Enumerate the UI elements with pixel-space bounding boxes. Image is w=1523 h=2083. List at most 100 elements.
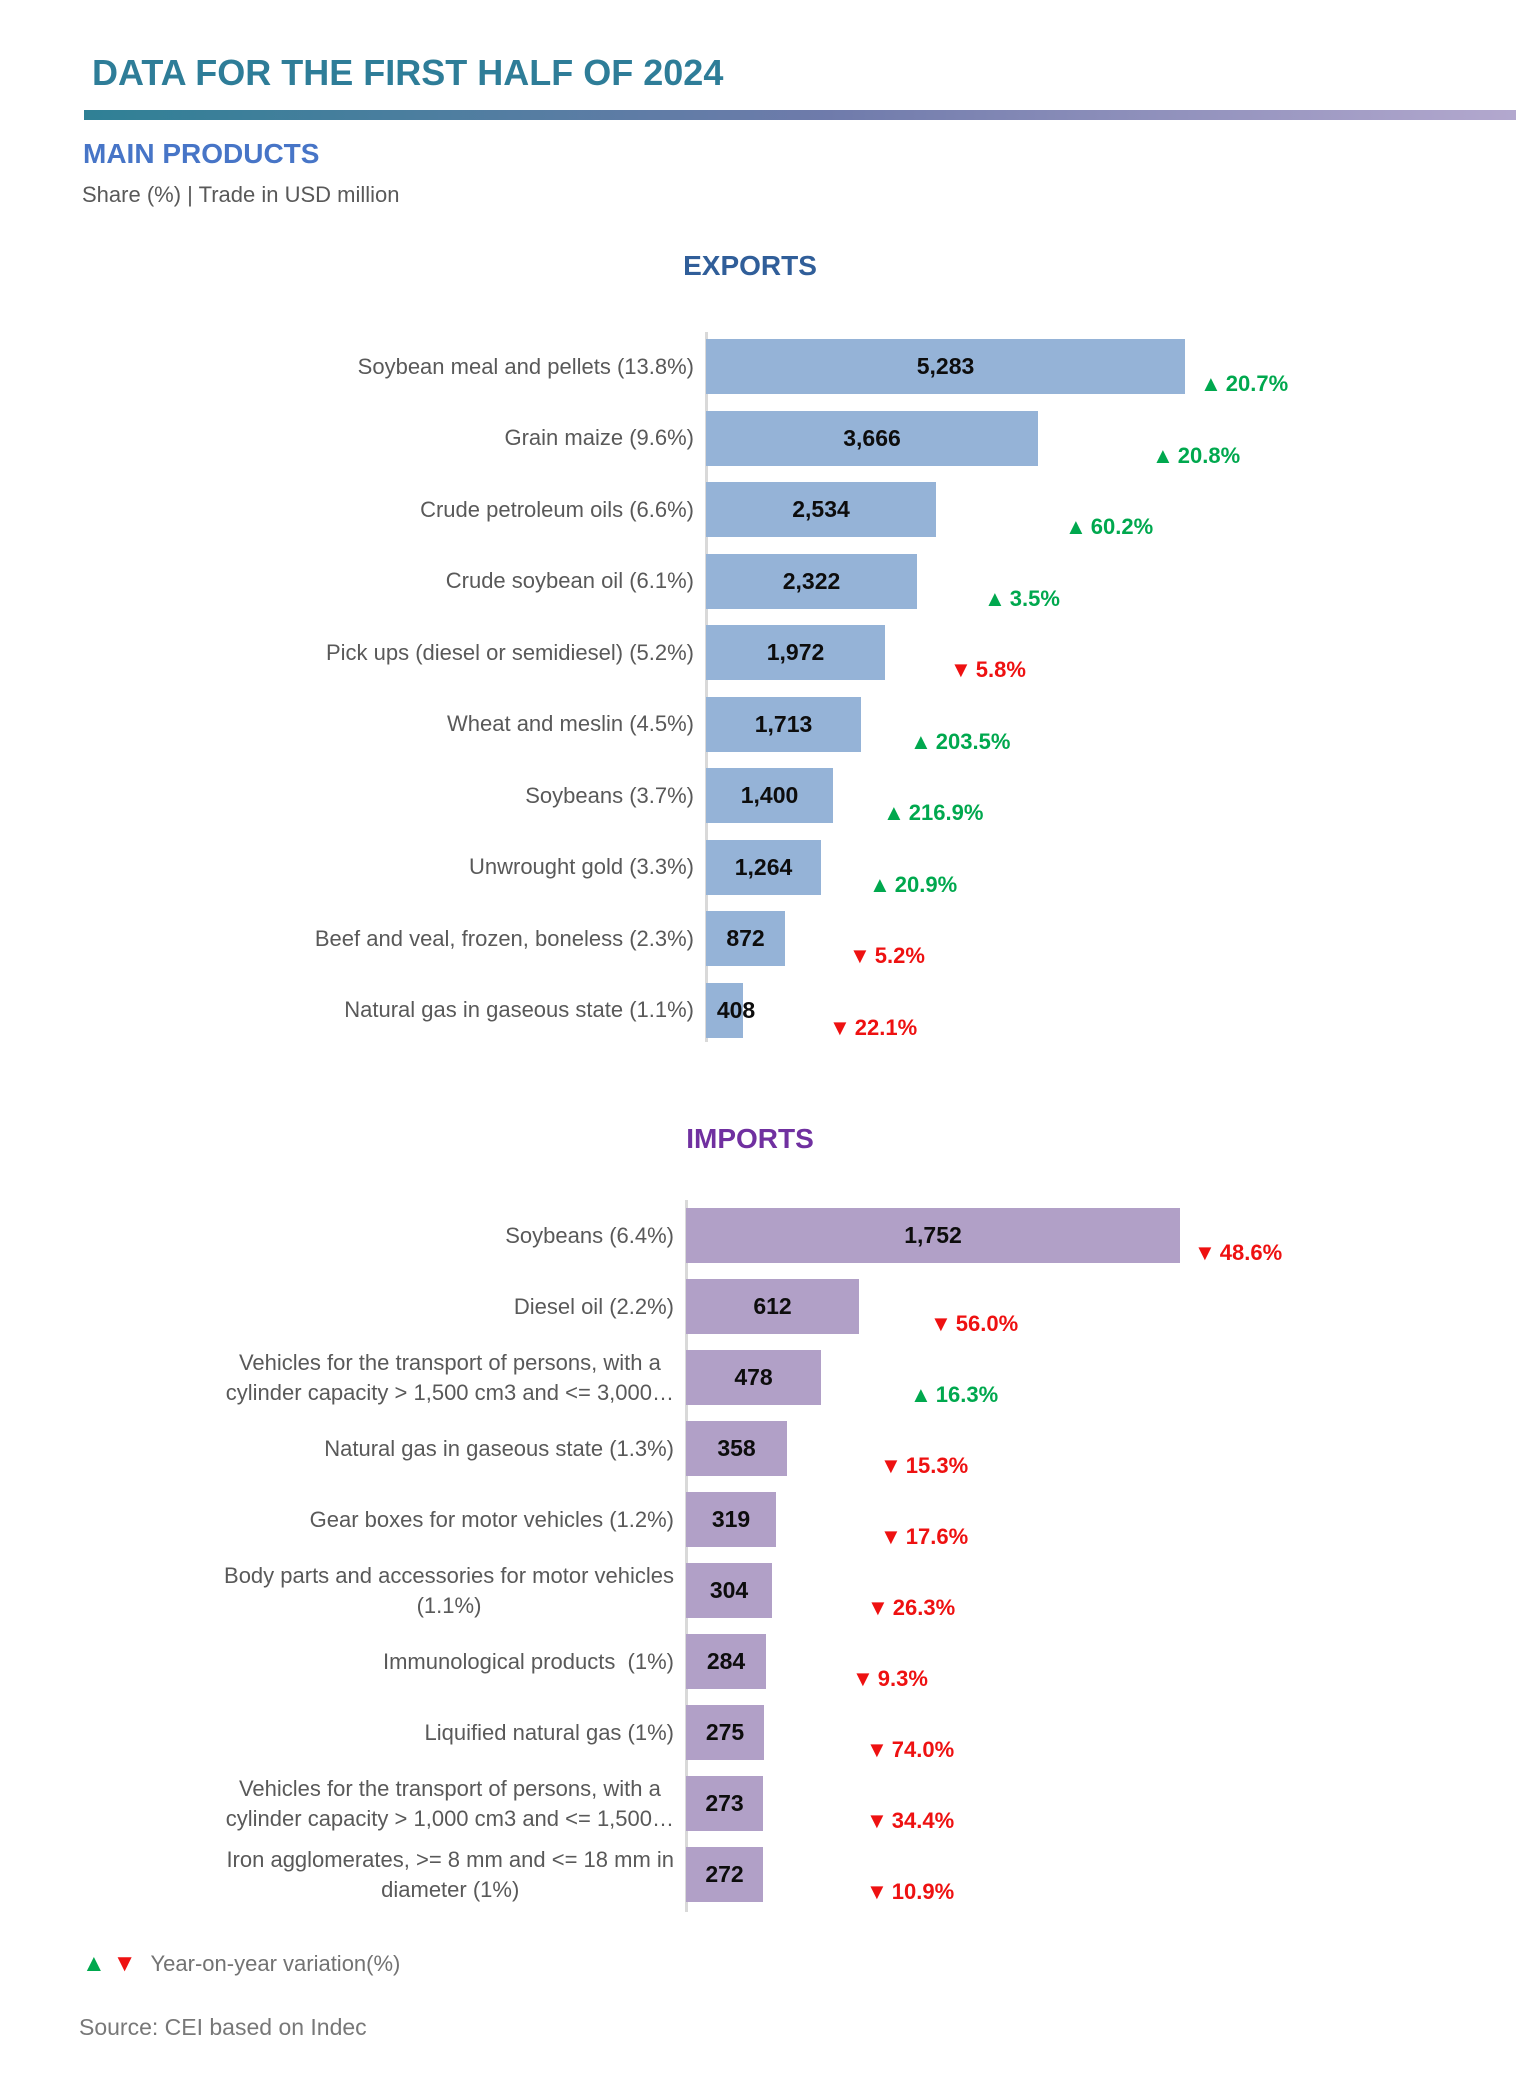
imports-bar xyxy=(686,1421,787,1476)
imports-row-6: Immunological products (1%) 284 ▼ 9.3% xyxy=(0,1634,1523,1691)
change-value: 15.3% xyxy=(905,1453,969,1478)
change-value: 3.5% xyxy=(1009,585,1060,611)
gradient-divider xyxy=(84,110,1516,120)
change-value: 22.1% xyxy=(854,1014,918,1040)
exports-bar xyxy=(706,911,785,966)
category-label-text: Soybean meal and pellets (13.8%) xyxy=(357,353,694,379)
change-value: 20.9% xyxy=(894,871,958,897)
imports-bar xyxy=(686,1847,763,1902)
up-triangle-icon: ▲ xyxy=(1065,514,1087,539)
change-value: 26.3% xyxy=(892,1595,956,1620)
change-badge: ▲ 203.5% xyxy=(910,728,1010,756)
exports-row-3: Crude soybean oil (6.1%) 2,322 ▲ 3.5% xyxy=(0,553,1523,611)
down-triangle-icon: ▼ xyxy=(849,943,871,968)
category-label-text: Natural gas in gaseous state (1.3%) xyxy=(324,1435,674,1461)
change-badge: ▼ 17.6% xyxy=(880,1523,968,1551)
category-label: Beef and veal, frozen, boneless (2.3%) xyxy=(54,911,694,966)
change-value: 74.0% xyxy=(891,1737,955,1762)
up-triangle-icon: ▲ xyxy=(1152,442,1174,468)
category-label: Crude petroleum oils (6.6%) xyxy=(54,482,694,537)
change-value: 9.3% xyxy=(877,1666,928,1691)
change-badge: ▼ 10.9% xyxy=(866,1878,954,1906)
change-badge: ▼ 5.8% xyxy=(950,656,1026,684)
exports-bar xyxy=(706,410,1038,466)
bar-value-label: 1,752 xyxy=(904,1222,962,1248)
down-triangle-icon: ▼ xyxy=(829,1014,851,1040)
change-value: 16.3% xyxy=(935,1382,999,1407)
change-value: 48.6% xyxy=(1219,1240,1283,1265)
exports-row-7: Unwrought gold (3.3%) 1,264 ▲ 20.9% xyxy=(0,839,1523,897)
imports-row-8: Vehicles for the transport of persons, w… xyxy=(0,1776,1523,1834)
change-badge: ▼ 22.1% xyxy=(829,1014,917,1042)
legend-up-triangle-icon: ▲ xyxy=(82,1950,106,1977)
exports-bar xyxy=(706,696,861,752)
bar-value-label: 304 xyxy=(709,1577,749,1603)
category-label: Diesel oil (2.2%) xyxy=(34,1279,674,1334)
imports-bar xyxy=(686,1279,859,1334)
exports-row-9: Natural gas in gaseous state (1.1%) 408 ▼ 2… xyxy=(0,982,1523,1040)
exports-bar xyxy=(706,339,1185,394)
section-title: MAIN PRODUCTS xyxy=(83,138,320,169)
imports-row-9: Iron agglomerates, >= 8 mm and <= 18 mm … xyxy=(0,1846,1523,1905)
change-badge: ▼ 15.3% xyxy=(880,1452,968,1480)
category-label-text: Beef and veal, frozen, boneless (2.3%) xyxy=(314,925,694,951)
exports-bar xyxy=(706,839,821,895)
category-label-text: Pick ups (diesel or semidiesel) (5.2%) xyxy=(325,639,694,665)
exports-row-6: Soybeans (3.7%) 1,400 ▲ 216.9% xyxy=(0,768,1523,825)
change-badge: ▲ 16.3% xyxy=(910,1381,998,1409)
down-triangle-icon: ▼ xyxy=(880,1524,902,1549)
exports-bar xyxy=(706,482,936,537)
category-label-text: Body parts and accessories for motor veh… xyxy=(224,1562,674,1618)
change-badge: ▼ 26.3% xyxy=(867,1594,955,1622)
up-triangle-icon: ▲ xyxy=(883,800,905,825)
down-triangle-icon: ▼ xyxy=(930,1311,952,1336)
down-triangle-icon: ▼ xyxy=(880,1453,902,1478)
page-title: DATA FOR THE FIRST HALF OF 2024 xyxy=(92,52,724,93)
change-value: 20.7% xyxy=(1225,371,1289,396)
category-label-text: Liquified natural gas (1%) xyxy=(424,1719,674,1745)
change-value: 60.2% xyxy=(1090,514,1154,539)
change-badge: ▼ 56.0% xyxy=(930,1310,1018,1338)
change-badge: ▲ 20.9% xyxy=(869,871,957,899)
category-label-text: Gear boxes for motor vehicles (1.2%) xyxy=(309,1506,674,1532)
category-label: Vehicles for the transport of persons, w… xyxy=(34,1776,674,1831)
bar-value-label: 3,666 xyxy=(843,424,901,451)
imports-bar xyxy=(686,1350,821,1405)
change-value: 5.2% xyxy=(874,943,925,968)
category-label-text: Iron agglomerates, >= 8 mm and <= 18 mm … xyxy=(226,1846,674,1902)
category-label: Vehicles for the transport of persons, w… xyxy=(34,1350,674,1405)
source-note: Source: CEI based on Indec xyxy=(79,2014,367,2040)
bar-value-label: 408 xyxy=(716,996,756,1023)
exports-bar xyxy=(706,982,743,1038)
bar-value-label: 1,972 xyxy=(766,639,825,665)
exports-row-5: Wheat and meslin (4.5%) 1,713 ▲ 203.5% xyxy=(0,696,1523,754)
category-label-text: Vehicles for the transport of persons, w… xyxy=(225,1349,674,1405)
change-value: 203.5% xyxy=(935,728,1011,754)
up-triangle-icon: ▲ xyxy=(910,1382,932,1407)
imports-row-7: Liquified natural gas (1%) 275 ▼ 74.0% xyxy=(0,1705,1523,1762)
up-triangle-icon: ▲ xyxy=(984,585,1006,611)
change-badge: ▼ 5.2% xyxy=(849,942,925,970)
imports-row-4: Gear boxes for motor vehicles (1.2%) 319 ▼… xyxy=(0,1492,1523,1549)
exports-row-2: Crude petroleum oils (6.6%) 2,534 ▲ 60.2% xyxy=(0,482,1523,539)
exports-row-0: Soybean meal and pellets (13.8%) 5,283 ▲ 20… xyxy=(0,339,1523,396)
bar-value-label: 275 xyxy=(705,1719,745,1745)
bar-value-label: 1,400 xyxy=(740,782,799,808)
change-value: 17.6% xyxy=(905,1524,969,1549)
category-label: Liquified natural gas (1%) xyxy=(34,1705,674,1760)
bar-value-label: 1,713 xyxy=(754,710,813,737)
imports-bar xyxy=(686,1634,766,1689)
down-triangle-icon: ▼ xyxy=(1194,1240,1216,1265)
category-label: Soybeans (3.7%) xyxy=(54,768,694,823)
exports-bar xyxy=(706,768,833,823)
bar-value-label: 284 xyxy=(706,1648,746,1674)
category-label: Unwrought gold (3.3%) xyxy=(54,840,694,895)
category-label-text: Immunological products (1%) xyxy=(382,1648,674,1674)
category-label: Body parts and accessories for motor veh… xyxy=(34,1563,674,1618)
change-badge: ▲ 3.5% xyxy=(984,585,1060,613)
category-label-text: Wheat and meslin (4.5%) xyxy=(447,711,694,736)
category-label: Crude soybean oil (6.1%) xyxy=(54,554,694,609)
category-label-text: Grain maize (9.6%) xyxy=(504,425,694,450)
exports-row-8: Beef and veal, frozen, boneless (2.3%) 87… xyxy=(0,911,1523,968)
